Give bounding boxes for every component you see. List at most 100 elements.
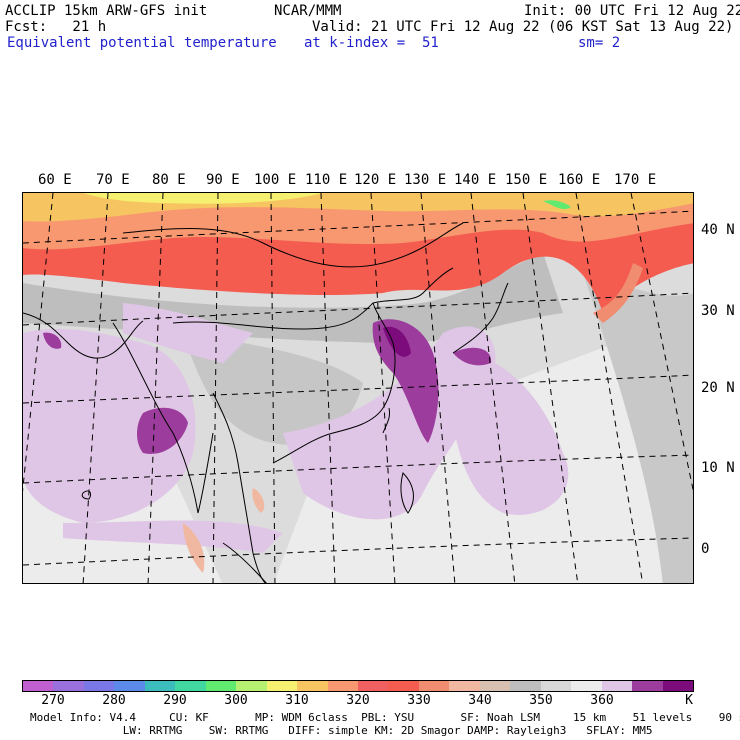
meridian-170e <box>630 193 693 492</box>
lat-label: 20 N <box>701 380 735 396</box>
coastline-arabia <box>23 312 144 359</box>
lavender-west <box>23 328 196 523</box>
colorbar-tick: 270 <box>41 693 65 708</box>
coastline-philippines <box>400 472 414 514</box>
map-panel <box>22 192 694 584</box>
colorbar-swatch <box>571 681 602 691</box>
parallel-10n <box>23 454 693 484</box>
yellow-band <box>83 193 323 204</box>
lon-label: 150 E <box>505 172 548 188</box>
colorbar-swatch <box>479 681 511 691</box>
purple-core-east-china <box>372 319 439 443</box>
colorbar-swatch <box>83 681 115 691</box>
meridian-160e <box>575 193 644 583</box>
colorbar-swatch <box>144 681 176 691</box>
lon-label: 80 E <box>152 172 186 188</box>
valid-time: Valid: 21 UTC Fri 12 Aug 22 (06 KST Sat … <box>312 19 734 35</box>
theta-e-map <box>23 193 693 583</box>
forecast-hour: Fcst: 21 h <box>5 19 107 35</box>
smoothing: sm= 2 <box>578 35 621 51</box>
colorbar-swatch <box>266 681 298 691</box>
colorbar-swatch <box>662 681 693 691</box>
lavender-scs <box>283 326 496 520</box>
lon-label: 170 E <box>614 172 657 188</box>
lon-label: 130 E <box>404 172 447 188</box>
colorbar-swatch <box>357 681 389 691</box>
colorbar-tick: 320 <box>346 693 370 708</box>
colorbar-swatch <box>327 681 358 691</box>
parallel-0 <box>23 537 693 566</box>
colorbar-tick: 360 <box>590 693 614 708</box>
lon-label: 160 E <box>558 172 601 188</box>
border-northern <box>122 222 464 268</box>
colorbar-tick: 340 <box>468 693 492 708</box>
lon-label: 70 E <box>96 172 130 188</box>
colorbar-swatch <box>297 681 328 691</box>
field-name: Equivalent potential temperature <box>7 35 277 51</box>
lon-label: 60 E <box>38 172 72 188</box>
lon-label: 110 E <box>305 172 348 188</box>
parallel-40n <box>23 210 693 244</box>
green-spot <box>543 200 571 210</box>
parallel-30n <box>23 292 693 326</box>
lat-label: 30 N <box>701 303 735 319</box>
model-info-line-2: LW: RRTMG SW: RRTMG DIFF: simple KM: 2D … <box>30 724 653 737</box>
coastline-sumatra <box>222 542 267 583</box>
colorbar-swatch <box>510 681 541 691</box>
colorbar-swatch <box>388 681 419 691</box>
colorbar-swatch <box>418 681 450 691</box>
colorbar-tick: 280 <box>102 693 126 708</box>
colorbar-swatch <box>601 681 633 691</box>
lon-label: 140 E <box>454 172 497 188</box>
coastline-sri-lanka <box>81 490 92 500</box>
lat-label: 40 N <box>701 222 735 238</box>
parallel-20n <box>23 374 693 404</box>
model-info-line-1: Model Info: V4.4 CU: KF MP: WDM 6class P… <box>30 711 740 724</box>
colorbar-unit: K <box>685 693 693 708</box>
colorbar-swatch <box>23 681 54 691</box>
lavender-wpac <box>443 351 569 515</box>
colorbar-swatch <box>205 681 237 691</box>
colorbar-swatch <box>632 681 663 691</box>
colorbar-swatch <box>175 681 206 691</box>
coastline-taiwan <box>382 407 390 434</box>
lon-label: 100 E <box>254 172 297 188</box>
graticule <box>23 193 693 583</box>
peach-patch <box>183 523 205 573</box>
lat-label: 0 <box>701 541 710 557</box>
lon-label: 90 E <box>206 172 240 188</box>
colorbar-tick: 350 <box>529 693 553 708</box>
colorbar-swatch <box>540 681 572 691</box>
coastline-india <box>112 322 214 514</box>
border-himalaya <box>172 302 374 330</box>
peach-patch-indochina <box>252 488 265 513</box>
purple-core-gulf <box>43 332 62 349</box>
colorbar-swatch <box>449 681 480 691</box>
lon-label: 120 E <box>354 172 397 188</box>
colorbar-tick: 310 <box>285 693 309 708</box>
init-time: Init: 00 UTC Fri 12 Aug 22 <box>524 3 740 19</box>
purple-core-pacific <box>453 347 492 366</box>
coastlines <box>23 222 509 583</box>
coastline-japan <box>452 282 509 354</box>
level-index: at k-index = 51 <box>304 35 439 51</box>
colorbar-tick: 300 <box>224 693 248 708</box>
colorbar-swatch <box>114 681 145 691</box>
coastline-indochina <box>212 392 266 583</box>
model-title: ACCLIP 15km ARW-GFS init <box>5 3 208 19</box>
colorbar <box>22 680 694 692</box>
colorbar-swatch <box>236 681 267 691</box>
plateau-field <box>183 333 363 445</box>
salmon-patch <box>593 263 643 323</box>
coastline-korea <box>372 267 454 304</box>
colorbar-swatch <box>53 681 84 691</box>
colorbar-tick: 330 <box>407 693 431 708</box>
purple-core-bay-of-bengal <box>137 407 188 454</box>
coastline-china <box>272 302 396 464</box>
lat-label: 10 N <box>701 460 735 476</box>
colorbar-tick: 290 <box>163 693 187 708</box>
dark-purple-core <box>383 326 411 357</box>
east-gray-field <box>583 273 693 583</box>
producer-label: NCAR/MMM <box>274 3 342 19</box>
lavender-strip <box>63 520 283 553</box>
